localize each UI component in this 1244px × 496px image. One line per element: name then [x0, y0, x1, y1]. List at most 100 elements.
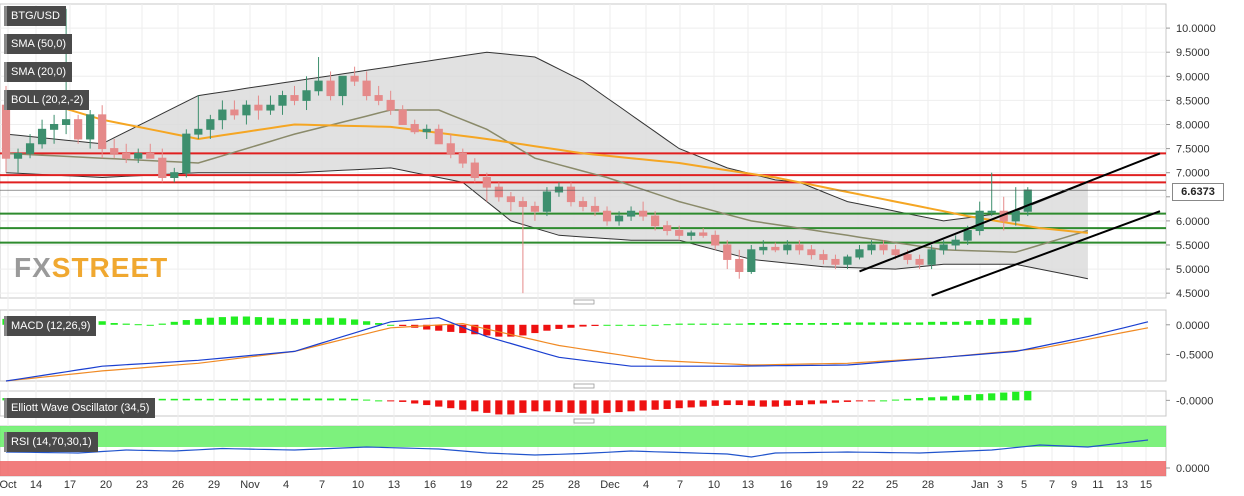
candle-body: [939, 244, 948, 251]
macd-histogram-bar: [819, 323, 828, 325]
ewo-histogram-bar: [435, 400, 443, 407]
macd-histogram-bar: [110, 323, 118, 325]
candle-body: [230, 109, 239, 116]
candle-body: [831, 258, 840, 265]
candle-body: [855, 249, 864, 258]
y-tick-label: 9.5000: [1176, 47, 1210, 59]
ewo-histogram-bar: [735, 400, 743, 406]
candle-body: [759, 246, 768, 251]
ewo-histogram-bar: [531, 400, 539, 412]
x-tick-label: 15: [1140, 479, 1152, 491]
ewo-histogram-bar: [266, 398, 275, 401]
x-tick-label: 7: [677, 479, 683, 491]
y-tick-label: 8.0000: [1176, 119, 1210, 131]
macd-histogram-bar: [747, 323, 755, 325]
ewo-histogram-bar: [687, 400, 695, 408]
x-tick-label: 13: [742, 479, 754, 491]
macd-histogram-bar: [940, 321, 948, 325]
candle-body: [1011, 210, 1020, 222]
macd-histogram-bar: [699, 323, 707, 325]
macd-histogram-bar: [927, 321, 936, 325]
ewo-histogram-bar: [399, 400, 407, 402]
candle-body: [915, 258, 924, 265]
symbol-label[interactable]: BTG/USD: [4, 6, 66, 26]
candle-body: [122, 152, 131, 159]
pane-resize-handle: [573, 299, 595, 305]
ewo-histogram-bar: [495, 400, 503, 415]
watermark-street: STREET: [51, 252, 169, 283]
x-tick-label: Jan: [971, 479, 989, 491]
ewo-histogram-bar: [326, 398, 335, 401]
ewo-histogram-bar: [723, 400, 731, 406]
ewo-histogram-bar: [218, 398, 226, 401]
ewo-histogram-bar: [819, 400, 828, 404]
x-tick-label: 25: [886, 479, 898, 491]
candle-body: [146, 152, 155, 159]
ewo-histogram-bar: [182, 398, 190, 401]
x-tick-label: 5: [1021, 479, 1027, 491]
ewo-histogram-bar: [411, 400, 419, 404]
macd-histogram-bar: [254, 317, 263, 325]
ewo-histogram-bar: [867, 400, 876, 402]
macd-histogram-bar: [459, 324, 467, 334]
candle-body: [158, 157, 167, 179]
ewo-histogram-bar: [278, 398, 287, 401]
ewo-histogram-bar: [555, 400, 563, 413]
candle-body: [37, 128, 47, 145]
macd-histogram-bar: [915, 322, 924, 325]
boll-label[interactable]: BOLL (20,2,-2): [4, 90, 90, 110]
candle-body: [314, 80, 323, 92]
ewo-histogram-bar: [747, 400, 755, 406]
candle-body: [434, 128, 443, 145]
bollinger-band-fill: [6, 52, 1088, 279]
candle-body: [338, 75, 347, 97]
macd-histogram-bar: [903, 322, 912, 325]
watermark-fx: FX: [14, 252, 52, 283]
macd-histogram-bar: [98, 321, 106, 325]
macd-histogram-bar: [266, 317, 275, 325]
sma20-label[interactable]: SMA (20,0): [4, 62, 73, 82]
ewo-histogram-bar: [254, 398, 263, 401]
macd-histogram-bar: [351, 319, 359, 325]
macd-histogram-bar: [423, 324, 431, 330]
ewo-histogram-bar: [447, 400, 455, 409]
candle-body: [963, 230, 972, 241]
macd-histogram-bar: [134, 324, 142, 326]
ewo-histogram-bar: [387, 400, 395, 402]
macd-label[interactable]: MACD (12,26,9): [4, 316, 97, 336]
ewo-histogram-bar: [363, 399, 371, 401]
candle-body: [218, 109, 227, 121]
candle-body: [458, 152, 467, 164]
candle-body: [13, 152, 23, 159]
fxstreet-watermark: FXSTREET: [14, 252, 168, 284]
ewo-histogram-bar: [1012, 391, 1020, 401]
ewo-label[interactable]: Elliott Wave Oscillator (34,5): [4, 398, 156, 418]
macd-histogram-bar: [230, 316, 239, 325]
candle-body: [470, 162, 479, 179]
rsi-y-tick-label: 0.0000: [1176, 463, 1210, 475]
macd-histogram-bar: [363, 321, 371, 325]
candle-body: [542, 191, 552, 212]
x-tick-label: 23: [136, 479, 148, 491]
macd-histogram-bar: [879, 322, 888, 325]
macd-histogram-bar: [1012, 318, 1020, 325]
candle-body: [699, 232, 708, 236]
candle-body: [362, 80, 371, 97]
candle-body: [410, 123, 419, 133]
macd-histogram-bar: [675, 323, 683, 325]
macd-histogram-bar: [988, 318, 996, 325]
trendline: [931, 210, 1161, 297]
candle-body: [254, 104, 263, 111]
macd-histogram-bar: [735, 323, 743, 325]
macd-y-tick-label: -0.5000: [1176, 349, 1213, 361]
candle-body: [242, 104, 251, 116]
macd-histogram-bar: [891, 322, 900, 325]
ewo-histogram-bar: [158, 398, 166, 401]
ewo-histogram-bar: [242, 398, 251, 401]
macd-histogram-bar: [952, 321, 960, 325]
rsi-label[interactable]: RSI (14,70,30,1): [4, 432, 98, 452]
sma50-label[interactable]: SMA (50,0): [4, 34, 73, 54]
candle-body: [350, 75, 359, 82]
ewo-histogram-bar: [699, 400, 707, 407]
macd-histogram-bar: [278, 318, 287, 325]
